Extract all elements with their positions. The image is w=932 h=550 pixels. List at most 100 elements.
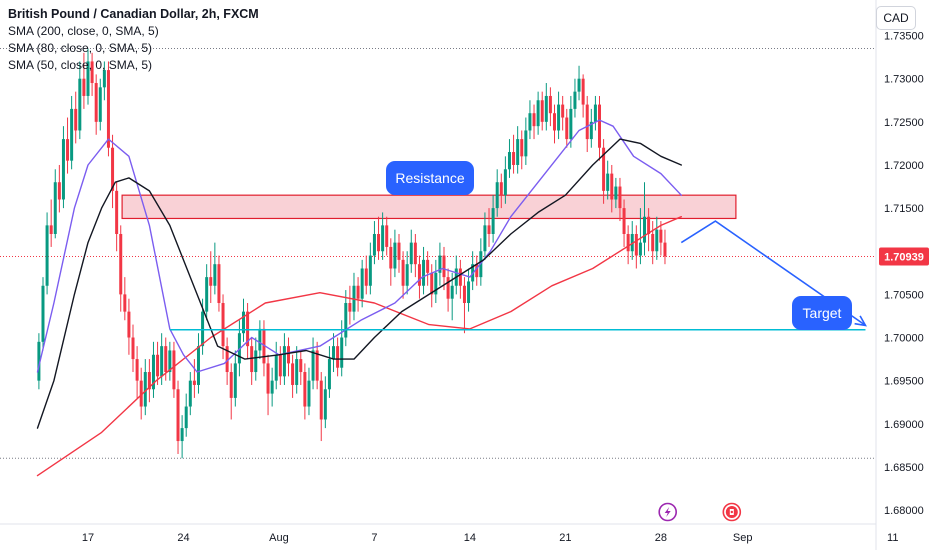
last-price-tag	[879, 247, 929, 266]
candle-body	[540, 100, 544, 122]
candle-body	[630, 233, 634, 252]
candle-body	[401, 259, 405, 286]
candle-body	[475, 264, 479, 278]
candle-body	[557, 104, 561, 131]
resistance-label[interactable]: Resistance	[386, 161, 474, 195]
candle-body	[417, 264, 421, 286]
sma-200-line	[36, 215, 682, 477]
candle-body	[512, 152, 516, 165]
candle-body	[430, 272, 434, 295]
indicator-sma-200[interactable]: SMA (200, close, 0, SMA, 5)	[8, 24, 159, 38]
candle-body	[147, 372, 151, 390]
candle-body	[426, 259, 430, 273]
candle-body	[372, 233, 376, 256]
indicator-sma-50[interactable]: SMA (50, close, 0, SMA, 5)	[8, 58, 153, 72]
candle-body	[552, 113, 556, 131]
candle-body	[655, 229, 659, 252]
candle-body	[458, 268, 462, 286]
candle-body	[90, 61, 94, 84]
x-tick-label: 7	[371, 532, 377, 544]
y-tick-label: 1.69000	[884, 419, 924, 431]
chart-legend: British Pound / Canadian Dollar, 2h, FXC…	[8, 6, 259, 74]
candle-body	[434, 272, 438, 295]
candle-body	[561, 104, 565, 118]
candle-body	[115, 190, 119, 234]
candle-body	[278, 354, 282, 377]
candle-body	[37, 341, 41, 381]
candle-body	[274, 354, 278, 381]
candle-body	[360, 268, 364, 299]
candle-body	[188, 380, 192, 407]
candle-body	[569, 108, 573, 140]
x-tick-label: 28	[655, 532, 667, 544]
candle-body	[524, 130, 528, 157]
candle-body	[229, 372, 233, 398]
candle-body	[499, 182, 503, 196]
candle-body	[49, 225, 53, 234]
candle-body	[381, 225, 385, 252]
candle-body	[246, 311, 250, 347]
target-arrowhead	[854, 315, 867, 327]
y-tick-label: 1.72500	[884, 117, 924, 129]
candle-body	[442, 255, 446, 278]
candle-body	[622, 208, 626, 234]
candle-body	[348, 303, 352, 312]
candle-body	[282, 346, 286, 377]
candle-body	[164, 346, 168, 373]
candle-body	[487, 225, 491, 234]
candle-body	[160, 346, 164, 377]
candle-body	[548, 95, 552, 114]
lightning-glyph	[664, 507, 671, 517]
candle-body	[209, 277, 213, 286]
sma-80-line	[36, 119, 682, 373]
x-tick-label: 17	[82, 532, 94, 544]
candle-body	[585, 104, 589, 140]
candle-body	[205, 277, 209, 312]
candle-body	[131, 337, 135, 360]
candle-body	[303, 372, 307, 407]
candle-body	[172, 350, 176, 390]
candle-body	[119, 233, 123, 295]
candle-body	[98, 87, 102, 122]
candle-body	[82, 78, 86, 96]
candle-body	[364, 268, 368, 286]
sma-50-line	[36, 138, 682, 429]
candle-body	[258, 328, 262, 351]
target-path	[680, 220, 866, 327]
candle-body	[389, 246, 393, 269]
candle-body	[307, 380, 311, 407]
candle-body	[151, 354, 155, 390]
candle-body	[86, 61, 90, 96]
candle-body	[606, 173, 610, 191]
candle-body	[413, 242, 417, 265]
x-tick-label: Sep	[733, 532, 753, 544]
candle-body	[270, 380, 274, 394]
candle-body	[221, 303, 225, 347]
candle-body	[577, 78, 581, 92]
candle-body	[266, 363, 270, 394]
candle-body	[581, 78, 585, 105]
currency-button[interactable]: CAD	[876, 6, 916, 30]
y-tick-label: 1.70500	[884, 289, 924, 301]
candle-body	[393, 242, 397, 269]
y-tick-label: 1.68500	[884, 462, 924, 474]
candle-body	[74, 108, 78, 131]
indicator-sma-80[interactable]: SMA (80, close, 0, SMA, 5)	[8, 41, 153, 55]
candle-body	[94, 83, 98, 122]
candle-body	[647, 216, 651, 234]
candle-body	[503, 169, 507, 196]
candle-body	[106, 70, 110, 148]
candle-body	[377, 233, 381, 252]
candle-body	[53, 182, 57, 234]
candle-body	[139, 380, 143, 407]
candle-body	[516, 139, 520, 165]
candle-body	[446, 277, 450, 299]
target-label[interactable]: Target	[792, 296, 852, 330]
candle-body	[462, 285, 466, 304]
candle-body	[176, 389, 180, 442]
candle-body	[344, 303, 348, 338]
candle-body	[262, 328, 266, 364]
candle-body	[532, 113, 536, 127]
